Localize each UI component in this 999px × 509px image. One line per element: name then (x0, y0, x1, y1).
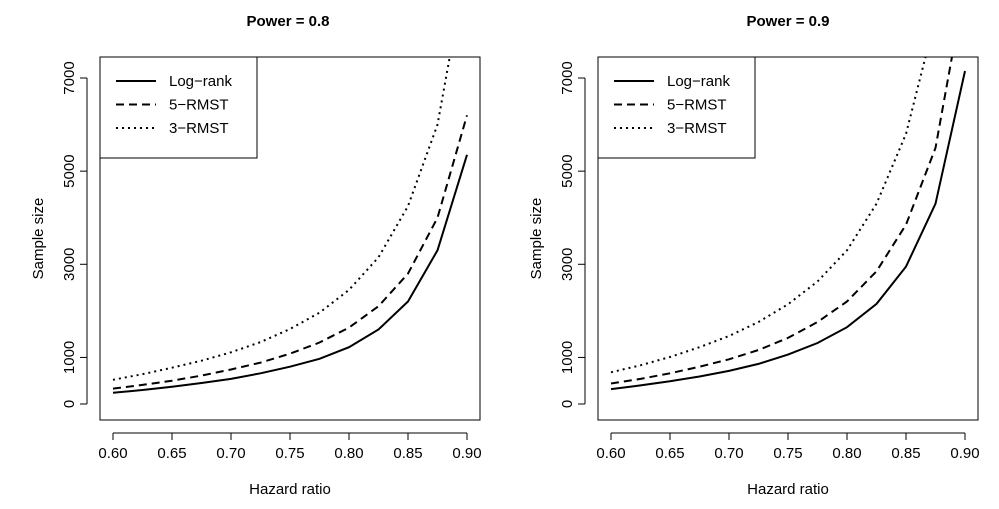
y-axis-label: Sample size (528, 198, 545, 280)
y-tick-label: 5000 (559, 154, 576, 187)
x-axis: 0.60 0.65 0.70 0.75 0.80 0.85 0.90 (596, 432, 980, 462)
x-tick-label: 0.85 (891, 445, 920, 462)
series-line-5-rmst (112, 115, 468, 390)
legend: Log−rank 5−RMST 3−RMST (597, 56, 756, 159)
series-line-log-rank (112, 154, 468, 394)
y-tick-label: 1000 (61, 341, 78, 374)
x-tick-label: 0.90 (950, 445, 979, 462)
series-line-5-rmst (610, 57, 953, 385)
y-tick-label: 0 (61, 400, 78, 408)
x-axis: 0.60 0.65 0.70 0.75 0.80 0.85 0.90 (98, 432, 482, 462)
chart-panel-2: Power = 0.9 0.60 0.65 0.70 0.75 0.80 0.85 0.90 H… (528, 13, 980, 498)
x-tick-label: 0.85 (393, 445, 422, 462)
y-tick-label: 0 (559, 400, 576, 408)
y-axis: 0 1000 3000 5000 7000 (559, 61, 586, 408)
y-tick-label: 7000 (61, 61, 78, 94)
x-tick-label: 0.70 (216, 445, 245, 462)
y-axis: 0 1000 3000 5000 7000 (61, 61, 88, 408)
x-tick-label: 0.60 (98, 445, 127, 462)
legend-label: Log−rank (667, 73, 730, 90)
plot-frame (99, 56, 481, 421)
plot-frame (597, 56, 979, 421)
legend-box (597, 56, 756, 159)
legend-label: 5−RMST (667, 97, 727, 114)
x-tick-label: 0.90 (452, 445, 481, 462)
y-tick-label: 1000 (559, 341, 576, 374)
legend-box (99, 56, 258, 159)
x-tick-label: 0.80 (334, 445, 363, 462)
series-line-3-rmst (112, 57, 451, 381)
y-tick-label: 5000 (61, 154, 78, 187)
legend-label: 5−RMST (169, 97, 229, 114)
y-tick-label: 3000 (559, 248, 576, 281)
legend: Log−rank 5−RMST 3−RMST (99, 56, 258, 159)
series-group (112, 57, 468, 394)
y-tick-label: 7000 (559, 61, 576, 94)
x-tick-label: 0.70 (714, 445, 743, 462)
legend-label: 3−RMST (169, 120, 229, 137)
x-tick-label: 0.65 (655, 445, 684, 462)
x-tick-label: 0.60 (596, 445, 625, 462)
x-tick-label: 0.75 (275, 445, 304, 462)
legend-label: Log−rank (169, 73, 232, 90)
series-line-3-rmst (610, 57, 927, 374)
x-tick-label: 0.80 (832, 445, 861, 462)
x-tick-label: 0.75 (773, 445, 802, 462)
series-group (610, 57, 966, 391)
chart-title: Power = 0.8 (247, 13, 330, 30)
legend-label: 3−RMST (667, 120, 727, 137)
chart-title: Power = 0.9 (747, 13, 830, 30)
y-tick-label: 3000 (61, 248, 78, 281)
x-tick-label: 0.65 (157, 445, 186, 462)
x-axis-label: Hazard ratio (747, 481, 829, 498)
chart-panel-1: Power = 0.8 0.60 0.65 0.70 0.75 0.80 0.85 0.90 H… (30, 13, 482, 498)
y-axis-label: Sample size (30, 198, 47, 280)
series-line-log-rank (610, 70, 966, 391)
x-axis-label: Hazard ratio (249, 481, 331, 498)
